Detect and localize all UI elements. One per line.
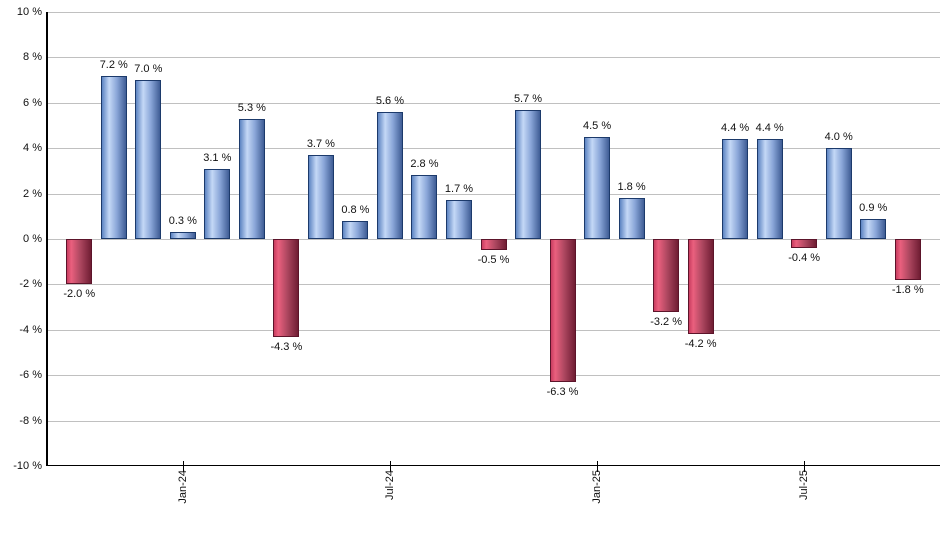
bar-negative — [894, 239, 921, 280]
y-axis-label: 0 % — [23, 233, 42, 245]
bar-positive — [756, 139, 783, 239]
bar-value-label: -1.8 % — [891, 283, 924, 296]
bar-value-label: -2.0 % — [63, 288, 96, 301]
bar-negative — [549, 239, 576, 382]
gridline — [47, 329, 940, 331]
bar-value-label: 1.8 % — [617, 181, 646, 194]
bar-positive — [618, 198, 645, 239]
gridline — [47, 284, 940, 286]
y-axis-label: 8 % — [23, 51, 42, 64]
x-axis-label: Jan-25 — [591, 470, 604, 504]
gridline — [47, 57, 940, 59]
bar-positive — [584, 136, 611, 239]
bar-value-label: -4.2 % — [684, 338, 717, 351]
bar-value-label: 3.1 % — [203, 151, 232, 164]
x-axis-tick — [182, 461, 184, 472]
y-axis-label: -8 % — [19, 414, 42, 427]
bar-value-label: 2.8 % — [410, 158, 439, 171]
bar-value-label: -0.5 % — [477, 254, 510, 267]
gridline — [47, 148, 940, 150]
bar-value-label: 5.3 % — [237, 101, 266, 114]
bar-value-label: -4.3 % — [270, 340, 303, 353]
bar-value-label: -6.3 % — [546, 386, 579, 398]
x-axis-label: Jul-25 — [798, 470, 811, 500]
bar-value-label: 0.9 % — [859, 201, 888, 214]
y-axis-label: -4 % — [19, 323, 42, 336]
bar-positive — [722, 139, 749, 239]
bar-value-label: 7.2 % — [99, 58, 128, 71]
bar-value-label: -3.2 % — [650, 315, 682, 328]
x-axis-label: Jan-24 — [176, 470, 189, 504]
bar-value-label: 4.5 % — [582, 119, 612, 132]
bar-negative — [791, 239, 818, 249]
y-axis-label: -6 % — [19, 369, 42, 382]
bar-positive — [825, 148, 852, 239]
bar-negative — [653, 239, 680, 312]
bar-positive — [238, 118, 265, 239]
gridline — [47, 420, 940, 422]
bar-negative — [687, 239, 714, 335]
bar-negative — [66, 239, 93, 285]
gridline — [47, 375, 940, 377]
gridline — [47, 193, 940, 195]
x-axis-tick — [804, 461, 806, 472]
bar-positive — [307, 155, 334, 239]
bar-value-label: 5.7 % — [513, 92, 543, 105]
bar-positive — [445, 200, 472, 239]
x-axis-tick — [597, 461, 599, 472]
bar-value-label: 7.0 % — [134, 63, 163, 76]
bar-positive — [169, 232, 196, 239]
bar-positive — [135, 80, 162, 239]
bar-value-label: 4.4 % — [721, 122, 750, 135]
bar-value-label: 5.6 % — [375, 94, 404, 107]
y-axis-label: 2 % — [23, 187, 42, 200]
x-axis-tick — [389, 461, 391, 472]
y-axis-label: 4 % — [23, 142, 42, 155]
gridline — [47, 12, 940, 13]
bar-positive — [376, 111, 403, 239]
bar-value-label: 0.3 % — [168, 215, 197, 228]
bar-value-label: 4.0 % — [824, 131, 853, 144]
bar-positive — [411, 175, 438, 239]
bar-value-label: -0.4 % — [788, 252, 821, 265]
bar-positive — [204, 168, 231, 239]
y-axis-line — [46, 12, 48, 466]
bar-positive — [860, 218, 887, 239]
y-axis-label: -10 % — [13, 460, 42, 472]
bar-positive — [515, 109, 542, 239]
x-axis-label: Jul-24 — [383, 470, 396, 500]
bar-value-label: 0.8 % — [341, 203, 370, 216]
bar-value-label: 3.7 % — [306, 138, 335, 150]
y-axis-label: 10 % — [16, 6, 42, 18]
gridline — [47, 102, 940, 104]
bar-value-label: 4.4 % — [755, 122, 784, 135]
y-axis-label: 6 % — [23, 96, 42, 109]
bar-positive — [342, 220, 369, 239]
bar-value-label: 1.7 % — [444, 183, 474, 196]
x-axis-line — [47, 465, 940, 466]
bar-positive — [100, 75, 127, 239]
bar-negative — [480, 239, 507, 251]
y-axis-label: -2 % — [19, 278, 42, 291]
bar-negative — [273, 239, 300, 337]
